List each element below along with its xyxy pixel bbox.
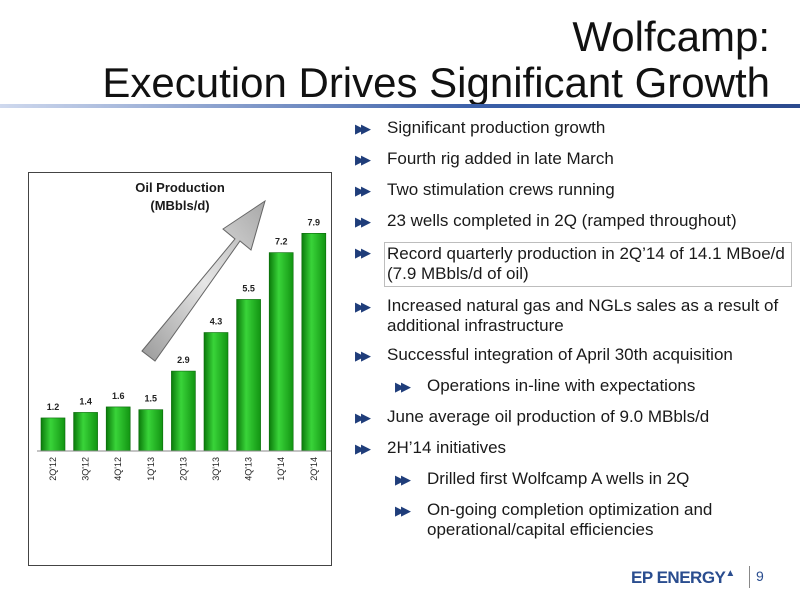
category-label: 3Q'12 [81,457,91,481]
value-label: 1.5 [145,394,158,404]
bar-1 [73,412,98,452]
category-label: 4Q'13 [244,457,254,481]
page-number: 9 [756,568,764,584]
bars [40,233,327,452]
growth-arrow [141,199,266,362]
double-chevron-icon: ▶▶ [355,152,371,167]
bullet-text: Drilled first Wolfcamp A wells in 2Q [427,469,690,488]
logo-mark-icon: ▲ [725,568,735,579]
bullet-text: 23 wells completed in 2Q (ramped through… [387,211,737,230]
bar-2 [105,406,131,452]
bullet-text: 2H’14 initiatives [387,438,507,457]
value-labels: 1.2 1.4 1.6 1.5 2.9 4.3 5.5 7.2 7.9 [47,217,320,412]
sub-bullet-item: ▶▶ Operations in-line with expectations [352,376,792,396]
bullet-text: Two stimulation crews running [387,180,615,199]
bullet-text: Significant production growth [387,118,606,137]
category-label: 1Q'14 [276,457,286,481]
category-label: 2Q'14 [309,457,319,481]
double-chevron-icon: ▶▶ [355,441,371,456]
sub-bullet-item: ▶▶ Drilled first Wolfcamp A wells in 2Q [352,469,792,489]
title-line-1: Wolfcamp: [572,13,770,60]
bar-4 [171,370,196,452]
category-labels: 2Q'12 3Q'12 4Q'12 1Q'13 2Q'13 3Q'13 4Q'13 1Q'14… [48,457,319,481]
double-chevron-icon: ▶▶ [355,121,371,136]
value-label: 2.9 [177,355,190,365]
sub-bullet-item: ▶▶ On-going completion optimization and o… [352,500,792,540]
logo-text: EP ENERGY [631,568,726,587]
bar-6 [236,299,261,452]
footer-divider [749,566,750,588]
bullet-item: ▶▶ Fourth rig added in late March [352,149,792,169]
value-label: 7.9 [308,217,321,227]
title-divider [0,104,800,108]
bullet-item: ▶▶ Record quarterly production in 2Q’14 o… [352,242,792,287]
value-label: 1.4 [79,396,92,406]
bar-5 [203,332,229,452]
bar-3 [138,409,164,452]
category-label: 1Q'13 [146,457,156,481]
bullet-text: June average oil production of 9.0 MBbls… [387,407,710,426]
value-label: 4.3 [210,317,223,327]
oil-production-chart: 1.2 1.4 1.6 1.5 2.9 4.3 5.5 7.2 7.9 2Q'12 3Q'12 4Q… [28,172,332,566]
value-label: 1.6 [112,391,125,401]
double-chevron-icon: ▶▶ [355,245,371,260]
double-chevron-icon: ▶▶ [395,379,411,394]
double-chevron-icon: ▶▶ [355,214,371,229]
ep-energy-logo: EP ENERGY▲ [631,568,735,588]
growth-arrow-icon [141,199,266,362]
bullet-item: ▶▶ Two stimulation crews running [352,180,792,200]
bullet-item: ▶▶ 2H’14 initiatives [352,438,792,458]
title-line-2: Execution Drives Significant Growth [102,59,770,106]
double-chevron-icon: ▶▶ [355,299,371,314]
value-label: 7.2 [275,237,288,247]
double-chevron-icon: ▶▶ [395,503,411,518]
category-label: 4Q'12 [113,457,123,481]
bullet-item: ▶▶ June average oil production of 9.0 MBb… [352,407,792,427]
chart-title-line-1: Oil Production [135,180,225,195]
bar-8 [301,233,327,452]
category-label: 2Q'12 [48,457,58,481]
category-label: 2Q'13 [178,457,188,481]
double-chevron-icon: ▶▶ [395,472,411,487]
double-chevron-icon: ▶▶ [355,348,371,363]
category-label: 3Q'13 [211,457,221,481]
bullet-text: Increased natural gas and NGLs sales as … [387,296,779,335]
bullet-text: Fourth rig added in late March [387,149,614,168]
bullet-item: ▶▶ Significant production growth [352,118,792,138]
bullet-text: Operations in-line with expectations [427,376,696,395]
bullet-item: ▶▶ Successful integration of April 30th a… [352,345,792,365]
bullet-text: On-going completion optimization and ope… [427,500,713,539]
chart-title: Oil Production (MBbls/d) [29,179,331,215]
bullet-text: Successful integration of April 30th acq… [387,345,733,364]
double-chevron-icon: ▶▶ [355,183,371,198]
slide-title: Wolfcamp: Execution Drives Significant G… [10,14,770,106]
chart-title-line-2: (MBbls/d) [150,198,210,213]
double-chevron-icon: ▶▶ [355,410,371,425]
bullet-text: Record quarterly production in 2Q’14 of … [384,242,792,287]
bullet-item: ▶▶ 23 wells completed in 2Q (ramped throu… [352,211,792,231]
bullet-item: ▶▶ Increased natural gas and NGLs sales a… [352,296,792,336]
chart-canvas: 1.2 1.4 1.6 1.5 2.9 4.3 5.5 7.2 7.9 2Q'12 3Q'12 4Q… [37,199,331,481]
bullet-list: ▶▶ Significant production growth ▶▶ Fourth … [352,118,792,540]
bar-0 [40,417,66,452]
bar-7 [268,252,294,452]
value-label: 1.2 [47,402,60,412]
value-label: 5.5 [242,283,255,293]
